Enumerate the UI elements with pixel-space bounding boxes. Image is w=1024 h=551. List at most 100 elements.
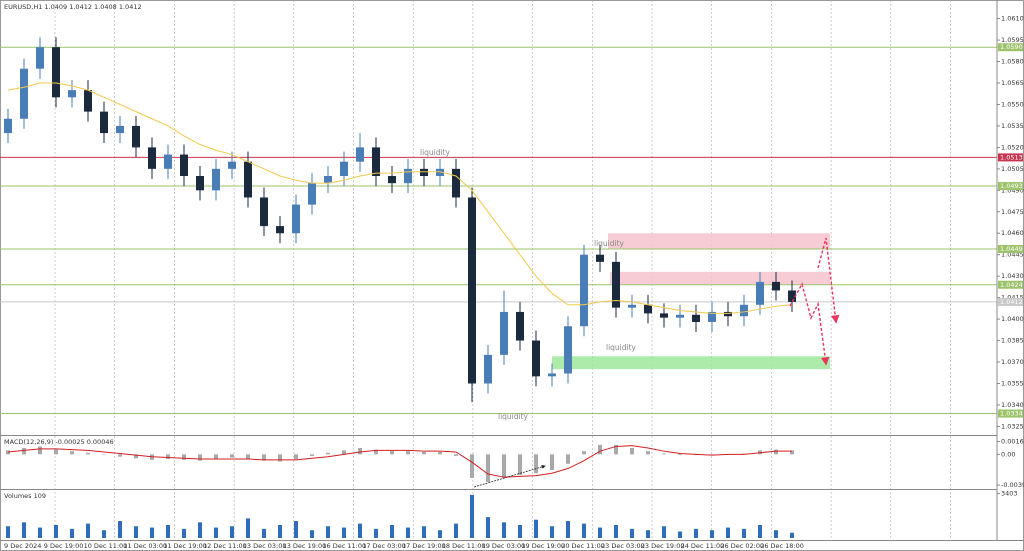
bar xyxy=(758,524,762,538)
bar xyxy=(358,448,362,455)
y-tick-label: 1.0340 xyxy=(1001,401,1024,409)
level-tag xyxy=(998,409,1023,418)
candle-body xyxy=(244,161,252,198)
bar xyxy=(470,454,474,478)
bar xyxy=(54,524,58,538)
bar xyxy=(214,454,218,460)
x-tick-label: 13 Dec 19:00 xyxy=(283,542,327,550)
bar xyxy=(342,450,346,455)
candle-body xyxy=(628,304,636,308)
candle-body xyxy=(596,254,604,262)
candle-body xyxy=(212,168,220,191)
chart-title: EURUSD,H1 1.0409 1.0412 1.0408 1.0412 xyxy=(4,3,142,11)
x-tick-label: 9 Dec 19:00 xyxy=(44,542,84,550)
bar xyxy=(342,527,346,538)
bar xyxy=(150,527,154,538)
candle-body xyxy=(660,313,668,318)
y-tick-label: 1.0325 xyxy=(1001,422,1024,430)
candle-body xyxy=(196,176,204,191)
y-tick-label: 1.0370 xyxy=(1001,358,1024,366)
bar xyxy=(358,523,362,538)
bar xyxy=(614,524,618,538)
zone xyxy=(610,271,830,285)
bar xyxy=(262,454,266,461)
candle-body xyxy=(276,226,284,234)
zone xyxy=(552,356,830,370)
bar xyxy=(566,521,570,538)
y-tick-label: 1.0355 xyxy=(1001,379,1024,387)
bar xyxy=(278,524,282,538)
level-label: 1.0449 xyxy=(1000,245,1023,253)
x-tick-label: 13 Dec 03:00 xyxy=(243,542,287,550)
x-tick-label: 19 Dec 03:00 xyxy=(482,542,526,550)
bar xyxy=(774,449,778,455)
candle-body xyxy=(20,68,28,119)
level-label: 1.0424 xyxy=(1000,281,1023,289)
bar xyxy=(278,454,282,462)
bar xyxy=(614,444,618,455)
bar xyxy=(134,526,138,538)
annotation: liquidity xyxy=(420,148,451,157)
bar xyxy=(550,454,554,471)
y-tick-label: 1.0385 xyxy=(1001,337,1024,345)
bar xyxy=(678,454,682,456)
annotation: liquidity xyxy=(594,239,625,248)
bar xyxy=(630,528,634,538)
bar xyxy=(102,530,106,538)
bar xyxy=(22,522,26,538)
candle-body xyxy=(52,47,60,98)
candle-body xyxy=(372,147,380,177)
bar xyxy=(6,526,10,538)
candle-body xyxy=(676,314,684,318)
x-tick-label: 26 Dec 18:00 xyxy=(760,542,804,550)
y-tick-label: 3403 xyxy=(1001,490,1018,498)
x-tick-label: 23 Dec 19:00 xyxy=(641,542,685,550)
candle-body xyxy=(260,197,268,227)
bar xyxy=(790,532,794,538)
x-tick-label: 24 Dec 11:00 xyxy=(681,542,725,550)
bar xyxy=(198,454,202,461)
bar xyxy=(470,494,474,538)
bar xyxy=(118,521,122,538)
bar xyxy=(214,527,218,538)
bar xyxy=(534,519,538,538)
y-tick-label: 1.0415 xyxy=(1001,294,1024,302)
x-tick-label: 18 Dec 11:00 xyxy=(442,542,486,550)
level-label: 1.0513 xyxy=(1000,153,1023,161)
moving-average xyxy=(7,82,793,314)
y-tick-label: -0.0039 xyxy=(1001,481,1024,489)
candle-body xyxy=(132,125,140,148)
bar xyxy=(374,449,378,455)
bar xyxy=(70,528,74,538)
bar xyxy=(246,454,250,460)
bar xyxy=(518,524,522,538)
bar xyxy=(662,453,666,455)
y-tick-label: 1.0535 xyxy=(1001,122,1024,130)
candle-body xyxy=(692,314,700,322)
bar xyxy=(38,527,42,538)
x-tick-label: 23 Dec 03:00 xyxy=(601,542,645,550)
bar xyxy=(86,452,90,455)
x-tick-label: 12 Dec 11:00 xyxy=(203,542,247,550)
volume-title: Volumes 109 xyxy=(4,492,46,500)
y-tick-label: 1.0550 xyxy=(1001,100,1024,108)
bar xyxy=(486,517,490,538)
bar xyxy=(502,522,506,538)
bar xyxy=(294,521,298,538)
candle-body xyxy=(84,90,92,112)
bar xyxy=(534,454,538,474)
candle-body xyxy=(756,281,764,305)
level-tag xyxy=(998,182,1023,191)
bar xyxy=(294,454,298,460)
zone xyxy=(608,233,830,249)
candle-body xyxy=(516,311,524,341)
bar xyxy=(646,530,650,538)
projection-arrow xyxy=(789,282,830,366)
bar xyxy=(662,526,666,538)
bar xyxy=(118,454,122,457)
candle-body xyxy=(116,125,124,134)
bar xyxy=(38,446,42,455)
